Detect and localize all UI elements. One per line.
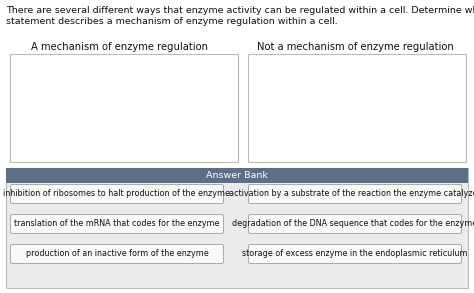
- Bar: [10, 54, 238, 162]
- Text: inhibition of ribosomes to halt production of the enzyme: inhibition of ribosomes to halt producti…: [3, 190, 230, 198]
- Text: translation of the mRNA that codes for the enzyme: translation of the mRNA that codes for t…: [14, 219, 220, 229]
- Text: A mechanism of enzyme regulation: A mechanism of enzyme regulation: [31, 42, 209, 52]
- Text: Answer Bank: Answer Bank: [206, 171, 268, 180]
- FancyBboxPatch shape: [10, 244, 224, 263]
- FancyBboxPatch shape: [10, 185, 224, 204]
- Bar: [248, 54, 466, 162]
- Text: There are several different ways that enzyme activity can be regulated within a : There are several different ways that en…: [6, 6, 474, 15]
- Text: production of an inactive form of the enzyme: production of an inactive form of the en…: [26, 250, 209, 258]
- FancyBboxPatch shape: [248, 214, 462, 234]
- Bar: [6, 168, 468, 288]
- FancyBboxPatch shape: [10, 214, 224, 234]
- Text: Not a mechanism of enzyme regulation: Not a mechanism of enzyme regulation: [256, 42, 453, 52]
- Text: activation by a substrate of the reaction the enzyme catalyzes: activation by a substrate of the reactio…: [228, 190, 474, 198]
- FancyBboxPatch shape: [248, 244, 462, 263]
- FancyBboxPatch shape: [248, 185, 462, 204]
- Text: storage of excess enzyme in the endoplasmic reticulum: storage of excess enzyme in the endoplas…: [242, 250, 468, 258]
- Text: degradation of the DNA sequence that codes for the enzyme: degradation of the DNA sequence that cod…: [232, 219, 474, 229]
- Bar: [6, 168, 468, 183]
- Text: statement describes a mechanism of enzyme regulation within a cell.: statement describes a mechanism of enzym…: [6, 17, 338, 26]
